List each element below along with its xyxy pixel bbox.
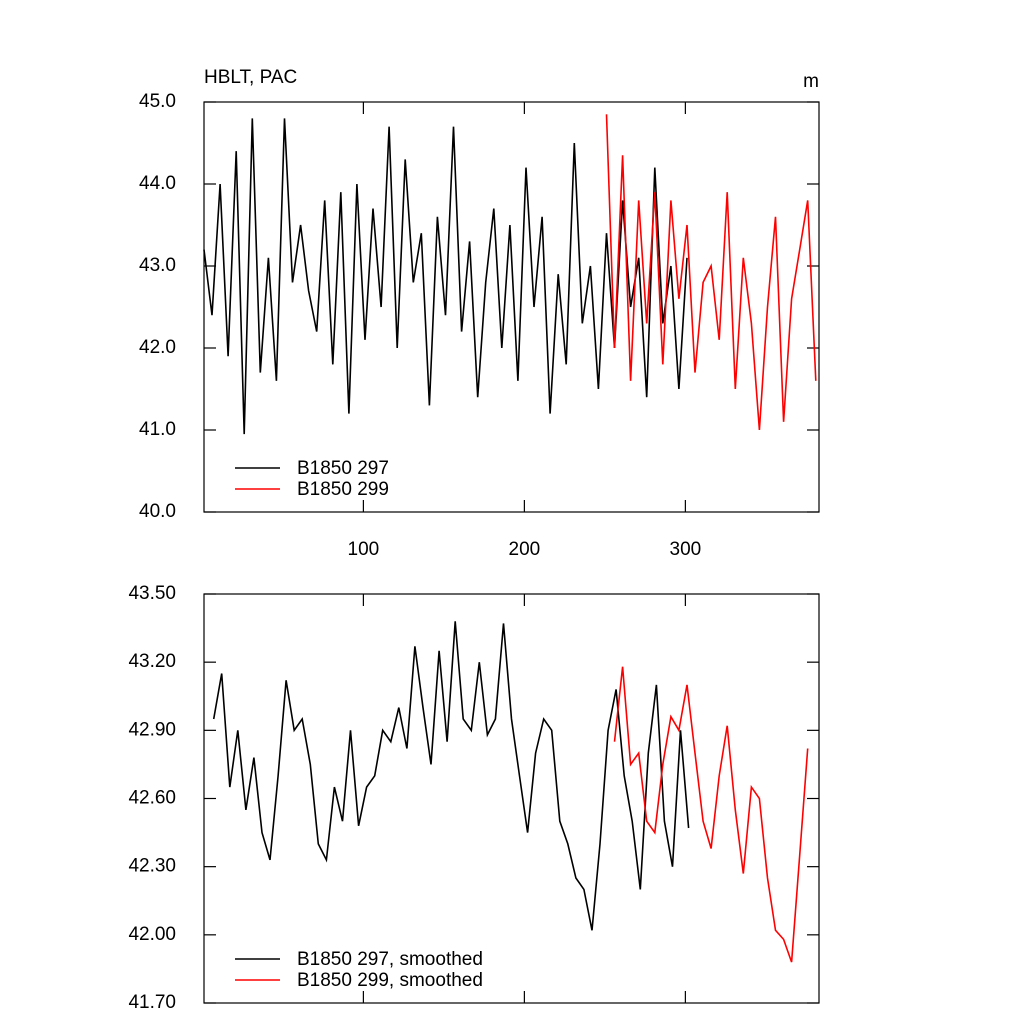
chart-title: HBLT, PAC	[204, 67, 297, 88]
legend-label: B1850 299	[297, 479, 389, 500]
x-tick-label: 100	[348, 539, 380, 560]
y-tick-label: 42.30	[128, 856, 176, 877]
y-tick-label: 44.0	[139, 173, 176, 194]
plot-frame	[203, 593, 820, 1004]
y-tick-label: 40.0	[139, 501, 176, 522]
y-tick-label: 45.0	[139, 91, 176, 112]
legend-label: B1850 297, smoothed	[297, 949, 483, 970]
series-line	[605, 114, 817, 431]
series-line	[203, 118, 688, 435]
legend-label: B1850 297	[297, 458, 389, 479]
legend-label: B1850 299, smoothed	[297, 970, 483, 991]
y-tick-label: 41.0	[139, 419, 176, 440]
y-tick-label: 42.60	[128, 788, 176, 809]
x-tick-label: 200	[509, 539, 541, 560]
series-line	[613, 666, 809, 963]
y-tick-label: 42.0	[139, 337, 176, 358]
x-tick-label: 300	[670, 539, 702, 560]
y-tick-label: 42.90	[128, 719, 176, 740]
y-tick-label: 43.0	[139, 255, 176, 276]
y-tick-label: 43.50	[128, 583, 176, 604]
y-tick-label: 43.20	[128, 651, 176, 672]
units-label: m	[803, 71, 819, 92]
y-tick-label: 41.70	[128, 992, 176, 1013]
series-line	[212, 621, 690, 931]
y-tick-label: 42.00	[128, 924, 176, 945]
plot-frame	[203, 101, 820, 513]
